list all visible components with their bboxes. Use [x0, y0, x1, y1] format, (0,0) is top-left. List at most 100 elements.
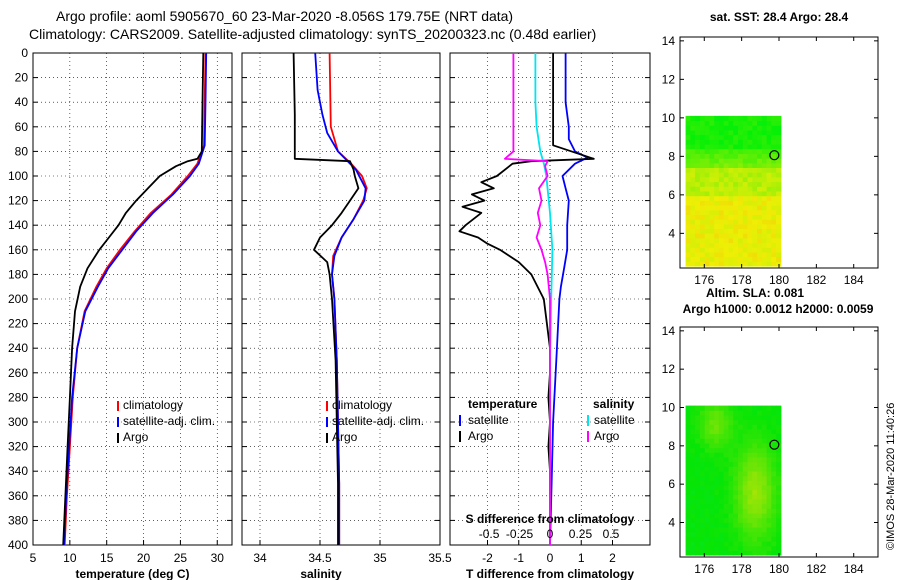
- heat-cell: [771, 247, 777, 253]
- heat-cell: [723, 443, 729, 449]
- x-tick-label: 2: [609, 551, 616, 565]
- heat-cell: [690, 419, 696, 425]
- heat-cell: [714, 517, 720, 523]
- heat-cell: [728, 513, 734, 519]
- heat-cell: [695, 541, 701, 547]
- heat-cell: [699, 205, 706, 211]
- series-line-salinity-argo: [503, 53, 551, 545]
- heat-cell: [738, 172, 744, 178]
- heat-cell: [690, 228, 696, 234]
- heat-cell: [761, 247, 768, 253]
- heat-cell: [709, 191, 715, 197]
- heat-cell: [761, 531, 768, 537]
- heat-cell: [728, 237, 734, 244]
- heat-cell: [761, 144, 768, 150]
- heat-cell: [709, 485, 715, 491]
- heat-cell: [776, 531, 782, 537]
- heat-cell: [742, 219, 749, 225]
- heat-cell: [709, 228, 715, 234]
- heat-cell: [742, 424, 749, 430]
- heat-cell: [695, 517, 701, 523]
- heat-cell: [747, 475, 753, 481]
- heat-cell: [728, 139, 734, 145]
- heat-cell: [714, 130, 720, 136]
- heat-cell: [728, 242, 734, 248]
- heat-cell: [752, 223, 758, 229]
- heat-cell: [776, 428, 782, 435]
- heat-cell: [757, 125, 763, 131]
- heat-cell: [718, 223, 725, 229]
- heat-cell: [733, 158, 739, 164]
- heat-cell: [685, 527, 691, 533]
- heat-cell: [747, 233, 753, 239]
- heat-cell: [728, 405, 734, 411]
- heat-cell: [742, 410, 749, 416]
- heat-cell: [742, 186, 749, 192]
- heat-cell: [752, 153, 758, 159]
- heat-cell: [723, 256, 729, 262]
- heat-cell: [747, 162, 753, 168]
- heat-cell: [766, 522, 772, 528]
- heat-cell: [776, 461, 782, 467]
- heat-cell: [690, 195, 696, 201]
- heat-cell: [718, 261, 725, 267]
- heat-cell: [704, 176, 710, 183]
- heat-cell: [771, 195, 777, 201]
- heat-cell: [699, 125, 706, 131]
- heat-cell: [761, 219, 768, 225]
- heat-cell: [690, 139, 696, 145]
- heat-cell: [752, 214, 758, 220]
- heat-cell: [761, 489, 768, 495]
- heat-cell: [747, 167, 753, 173]
- heat-cell: [709, 214, 715, 220]
- heat-cell: [752, 457, 758, 463]
- y-tick-label: 14: [662, 34, 676, 48]
- heat-cell: [699, 499, 706, 505]
- heat-cell: [714, 120, 720, 126]
- heat-cell: [738, 503, 744, 509]
- heat-cell: [742, 531, 749, 537]
- heat-cell: [757, 252, 763, 258]
- heat-cell: [761, 443, 768, 449]
- heat-cell: [718, 237, 725, 244]
- heat-cell: [723, 158, 729, 164]
- heat-cell: [757, 461, 763, 467]
- heat-cell: [690, 513, 696, 519]
- heat-cell: [704, 115, 710, 122]
- heat-cell: [704, 134, 710, 140]
- heat-cell: [771, 471, 777, 477]
- heat-cell: [752, 419, 758, 425]
- heat-cell: [757, 181, 763, 187]
- heat-cell: [709, 531, 715, 537]
- heat-cell: [704, 158, 710, 164]
- heat-cell: [752, 508, 758, 514]
- heat-cell: [690, 134, 696, 140]
- heat-cell: [733, 480, 739, 486]
- heat-cell: [695, 428, 701, 435]
- heat-cell: [776, 508, 782, 514]
- heat-cell: [733, 125, 739, 131]
- heat-cell: [718, 200, 725, 206]
- heat-cell: [718, 405, 725, 411]
- heat-cell: [747, 153, 753, 159]
- heat-cell: [757, 536, 763, 542]
- x-tick-label: 176: [694, 273, 714, 287]
- heat-cell: [718, 162, 725, 168]
- heat-cell: [723, 195, 729, 201]
- heat-cell: [761, 115, 768, 122]
- heat-cell: [699, 209, 706, 215]
- heat-cell: [738, 410, 744, 416]
- heat-cell: [747, 237, 753, 244]
- heat-cell: [718, 195, 725, 201]
- heat-cell: [752, 541, 758, 547]
- heat-cell: [757, 466, 763, 472]
- heat-cell: [738, 517, 744, 523]
- panel-difference: -2 -1 0 1 2 T difference from climatology -0.5…: [449, 52, 651, 580]
- heat-cell: [709, 242, 715, 248]
- heat-cell: [776, 144, 782, 150]
- heat-cell: [733, 256, 739, 262]
- heat-cell: [690, 120, 696, 126]
- heat-cell: [723, 485, 729, 491]
- heat-cell: [752, 527, 758, 533]
- heat-cell: [718, 536, 725, 542]
